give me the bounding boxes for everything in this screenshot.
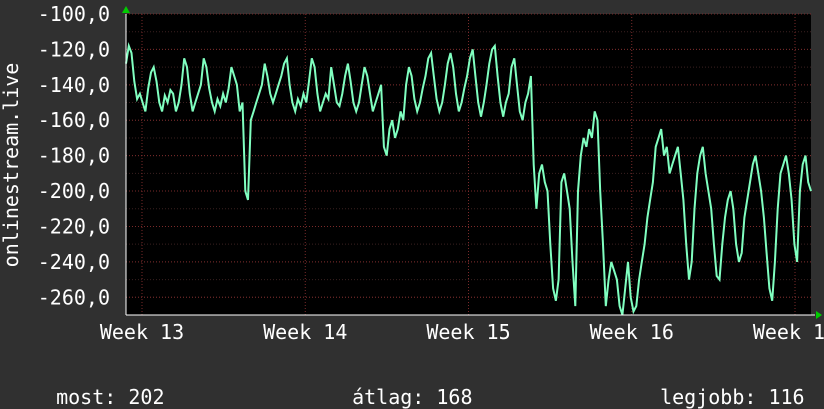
x-tick-label: Week 17 [753,320,824,344]
y-tick-label: -200,0 [38,179,110,203]
series-line [125,42,812,316]
x-tick-label: Week 15 [426,320,510,344]
summary-now-value: 202 [128,385,165,409]
summary-avg-value: 168 [436,385,473,409]
y-tick-label: -240,0 [38,250,110,274]
x-tick-label: Week 16 [590,320,674,344]
summary-best-label: legjobb: [660,385,757,409]
y-tick-label: -140,0 [38,73,110,97]
y-tick-label: -160,0 [38,108,110,132]
y-tick-label: -100,0 [38,2,110,26]
x-tick-label: Week 14 [263,320,347,344]
y-tick-label: -180,0 [38,144,110,168]
y-tick-labels: -100,0 -120,0 -140,0 -160,0 -180,0 -200,0 -220… [38,2,110,309]
x-axis-arrow [816,311,822,319]
y-axis-label: onlinestream.live [0,63,23,268]
y-tick-label: -120,0 [38,37,110,61]
summary-best-value: 116 [768,385,805,409]
y-axis-arrow [122,6,130,13]
summary-now-label: most: [56,385,117,409]
x-tick-labels: Week 13 Week 14 Week 15 Week 16 Week 17 [100,320,824,344]
summary-avg-label: átlag: [352,385,425,409]
y-tick-label: -220,0 [38,214,110,238]
y-tick-label: -260,0 [38,285,110,309]
x-tick-label: Week 13 [100,320,184,344]
